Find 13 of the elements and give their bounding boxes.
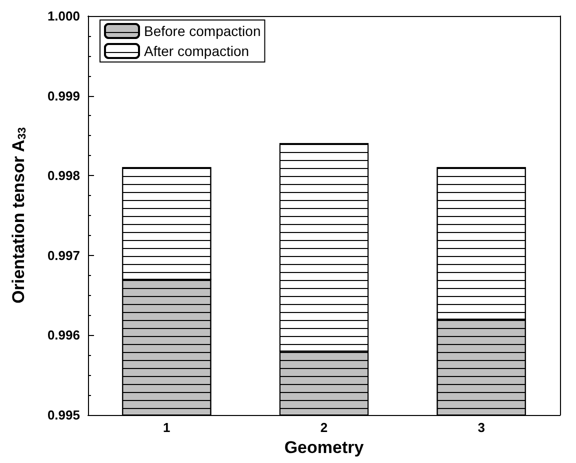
- y-axis-title: Orientation tensor A33: [9, 127, 28, 304]
- y-tick-label: 0.995: [47, 408, 80, 422]
- y-tick-label: 0.999: [47, 88, 80, 104]
- y-tick-label: 0.996: [47, 328, 80, 343]
- x-tick-label: 2: [320, 420, 328, 435]
- y-tick-label: 0.997: [47, 248, 80, 263]
- x-tick-label: 3: [478, 420, 485, 435]
- legend-label: Before compaction: [144, 23, 261, 39]
- y-tick-label: 1.000: [47, 8, 80, 24]
- legend-label: After compaction: [144, 43, 250, 59]
- x-axis-title: Geometry: [284, 438, 364, 457]
- y-tick-label: 0.998: [47, 168, 80, 184]
- x-tick-label: 1: [163, 420, 170, 435]
